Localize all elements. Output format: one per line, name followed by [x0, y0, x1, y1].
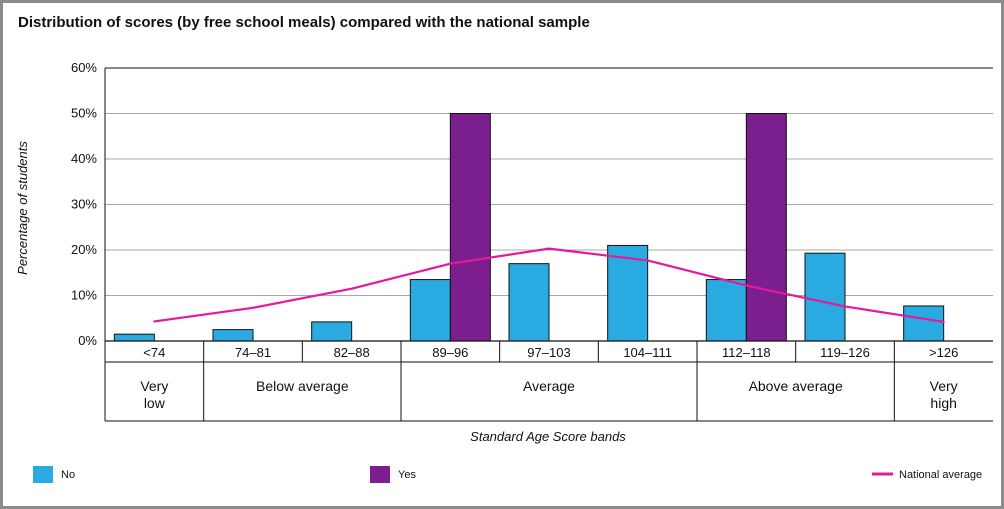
- bar-no: [804, 252, 846, 342]
- bar-no: [903, 305, 945, 342]
- band-label: low: [144, 395, 166, 411]
- band-label: Below average: [256, 378, 349, 394]
- bar-yes: [449, 113, 491, 342]
- bar-no: [311, 321, 353, 342]
- y-tick-label: 60%: [71, 60, 97, 75]
- band-label: Average: [523, 378, 575, 394]
- legend-label-yes: Yes: [398, 469, 416, 481]
- chart-title: Distribution of scores (by free school m…: [18, 14, 590, 31]
- y-tick-label: 40%: [71, 151, 97, 166]
- y-tick-label: 30%: [71, 197, 97, 212]
- legend-swatch-yes: [370, 466, 390, 483]
- y-tick-label: 20%: [71, 242, 97, 257]
- x-tick-label: <74: [143, 345, 165, 360]
- bar-no: [607, 244, 649, 342]
- band-label: Above average: [749, 378, 843, 394]
- bar-no: [113, 333, 155, 342]
- bar-yes: [745, 113, 787, 342]
- bar-no: [212, 329, 254, 342]
- x-tick-label: 89–96: [432, 345, 468, 360]
- y-axis-label: Percentage of students: [15, 141, 30, 275]
- bar-no: [508, 263, 550, 342]
- band-label: Very: [140, 378, 168, 394]
- x-tick-label: 112–118: [722, 345, 771, 360]
- x-tick-label: 97–103: [527, 345, 570, 360]
- legend-label-no: No: [61, 469, 75, 481]
- bar-no: [409, 279, 451, 342]
- x-tick-label: 119–126: [820, 345, 870, 360]
- x-tick-label: 104–111: [623, 345, 672, 360]
- x-tick-label: 82–88: [334, 345, 370, 360]
- x-tick-label: 74–81: [235, 345, 271, 360]
- line-national-average: [153, 247, 945, 323]
- legend-label-national-average: National average: [899, 469, 982, 481]
- y-tick-label: 10%: [71, 288, 97, 303]
- x-axis-label: Standard Age Score bands: [470, 429, 626, 444]
- band-label: high: [930, 395, 956, 411]
- y-tick-label: 0%: [78, 333, 97, 348]
- x-tick-label: >126: [929, 345, 958, 360]
- y-tick-label: 50%: [71, 106, 97, 121]
- bar-no: [705, 279, 747, 342]
- legend-swatch-no: [33, 466, 53, 483]
- band-label: Very: [930, 378, 958, 394]
